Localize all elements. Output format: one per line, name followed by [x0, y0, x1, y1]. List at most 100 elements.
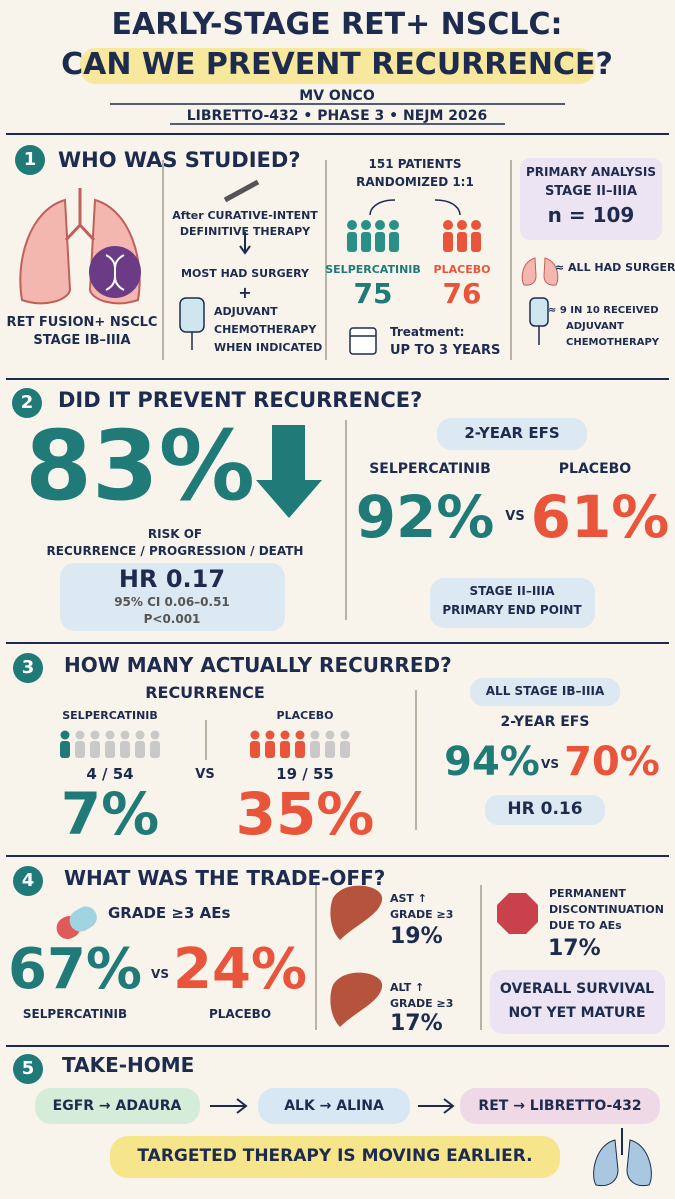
message: TARGETED THERAPY IS MOVING EARLIER. [137, 1146, 533, 1166]
label: CHEMOTHERAPY [214, 323, 317, 336]
big-stat: 67% [7, 937, 143, 1002]
label: n = 109 [547, 203, 635, 227]
big-stat: 61% [530, 483, 670, 551]
hr: HR 0.16 [507, 799, 583, 819]
pill: EGFR → ADAURA [52, 1098, 182, 1114]
big-stat: 94% [444, 739, 540, 785]
label: RECURRENCE / PROGRESSION / DEATH [46, 544, 304, 558]
section-number: 5 [21, 1058, 35, 1079]
arm-name: PLACEBO [558, 461, 632, 477]
section-heading: WHO WAS STUDIED? [58, 148, 301, 172]
label: DUE TO AEs [549, 919, 622, 932]
label: GRADE ≥3 [390, 997, 454, 1010]
vs: VS [505, 509, 525, 524]
label: 2-YEAR EFS [464, 424, 560, 442]
label: 2-YEAR EFS [500, 714, 590, 730]
arm-name: SELPERCATINIB [22, 1007, 128, 1021]
divider [205, 720, 207, 760]
subtitle: LIBRETTO-432 • PHASE 3 • NEJM 2026 [186, 108, 488, 124]
note: ≈ ALL HAD SURGERY [555, 261, 675, 274]
author: MV ONCO [299, 88, 375, 104]
label: RECURRENCE [145, 683, 265, 702]
big-stat: 70% [564, 739, 660, 785]
divider [6, 1045, 669, 1047]
divider [6, 855, 669, 857]
label: ALL STAGE IB–IIIA [485, 684, 605, 698]
section-heading: DID IT PREVENT RECURRENCE? [58, 388, 423, 412]
divider [315, 885, 317, 1030]
label: GRADE ≥3 [390, 908, 454, 921]
big-stat: 24% [172, 937, 308, 1002]
arm-name: SELPERCATINIB [369, 461, 491, 477]
label: RANDOMIZED 1:1 [356, 175, 474, 189]
note: ADJUVANT [566, 321, 624, 332]
label: DEFINITIVE THERAPY [179, 225, 311, 238]
label: + [238, 283, 252, 302]
section-heading: TAKE-HOME [62, 1053, 195, 1077]
arm-name: SELPERCATINIB [325, 263, 421, 276]
label: WHEN INDICATED [214, 341, 323, 354]
divider [6, 642, 669, 644]
label: PRIMARY END POINT [442, 603, 582, 617]
note: ≈ 9 IN 10 RECEIVED [548, 305, 659, 316]
divider [480, 885, 482, 1030]
pill: RET → LIBRETTO-432 [478, 1098, 642, 1114]
arm-name: PLACEBO [208, 1007, 272, 1021]
label: ADJUVANT [214, 305, 278, 318]
note: CHEMOTHERAPY [566, 337, 660, 348]
section-number: 3 [21, 657, 35, 678]
label: STAGE II–IIIA [544, 184, 638, 199]
title: CAN WE PREVENT RECURRENCE? [61, 47, 613, 82]
label: MOST HAD SURGERY [181, 267, 309, 280]
vs: VS [541, 757, 559, 771]
label: 151 PATIENTS [368, 157, 462, 171]
arm-n: 75 [353, 277, 393, 310]
big-stat: 35% [235, 780, 375, 848]
divider [6, 133, 669, 135]
arm-n: 76 [442, 277, 482, 310]
divider [415, 690, 417, 830]
arm-name: SELPERCATINIB [62, 709, 158, 722]
label: STAGE IB–IIIA [33, 333, 131, 348]
stat: 17% [548, 936, 601, 961]
label: PRIMARY ANALYSIS [525, 165, 657, 179]
stat: 19% [390, 924, 443, 949]
vs: VS [151, 967, 169, 981]
big-stat: 83% [25, 410, 255, 522]
label: UP TO 3 YEARS [390, 343, 501, 358]
label: RISK OF [147, 527, 203, 541]
divider [325, 160, 327, 360]
label: DISCONTINUATION [549, 903, 664, 916]
count: 19 / 55 [276, 765, 334, 783]
label: Treatment: [390, 325, 465, 339]
section-heading: HOW MANY ACTUALLY RECURRED? [64, 653, 452, 677]
section-number: 1 [23, 149, 37, 170]
big-stat: 92% [355, 483, 495, 551]
label: OVERALL SURVIVAL [499, 981, 655, 997]
divider [6, 378, 669, 380]
divider [162, 160, 164, 360]
label: After CURATIVE-INTENT [172, 209, 318, 222]
title: EARLY-STAGE RET+ NSCLC: [111, 7, 563, 42]
label: ALT ↑ [390, 981, 425, 994]
label: STAGE II–IIIA [469, 584, 555, 598]
vs: VS [195, 767, 215, 782]
label: AST ↑ [390, 892, 427, 905]
label: NOT YET MATURE [508, 1005, 646, 1021]
section-number: 2 [20, 392, 34, 413]
label: RET FUSION+ NSCLC [6, 315, 158, 330]
label: GRADE ≥3 AEs [108, 904, 231, 922]
section-heading: WHAT WAS THE TRADE-OFF? [64, 866, 386, 890]
label: PERMANENT [549, 887, 626, 900]
pill: ALK → ALINA [284, 1098, 384, 1114]
divider [510, 160, 512, 360]
p-value: P<0.001 [143, 612, 201, 626]
ci: 95% CI 0.06–0.51 [114, 595, 230, 609]
stat: 17% [390, 1011, 443, 1036]
divider [345, 420, 347, 620]
count: 4 / 54 [86, 765, 134, 783]
arm-name: PLACEBO [276, 709, 334, 722]
big-stat: 7% [60, 780, 160, 848]
